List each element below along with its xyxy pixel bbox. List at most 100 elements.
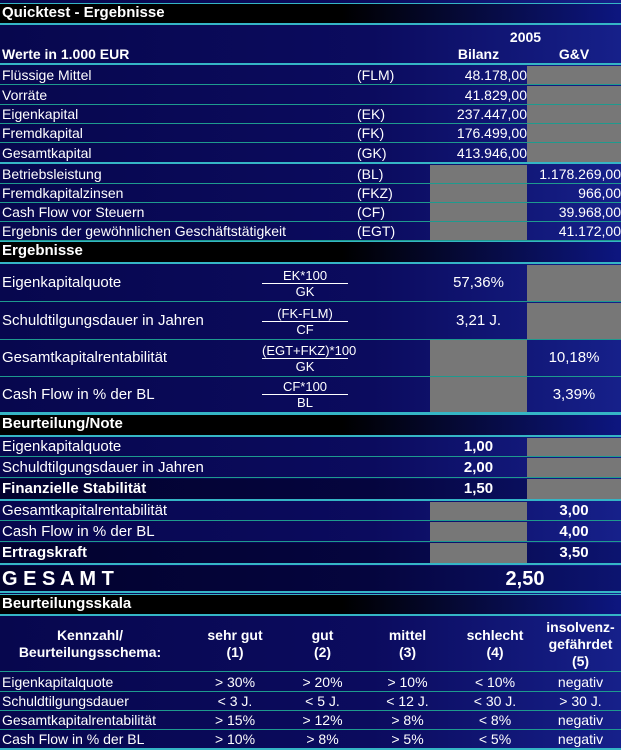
bilanz-cell-empty bbox=[430, 203, 527, 221]
row-label: Schuldtilgungsdauer in Jahren bbox=[2, 458, 204, 476]
input-row: Cash Flow vor Steuern (CF) 39.968,00 bbox=[0, 203, 621, 222]
guv-header: G&V bbox=[558, 46, 590, 62]
row-abbr: (CF) bbox=[357, 204, 385, 220]
guv-cell-empty bbox=[527, 303, 621, 339]
guv-cell-empty bbox=[527, 86, 621, 104]
row-abbr: (BL) bbox=[357, 166, 384, 182]
skala-cell: > 20% bbox=[302, 674, 343, 690]
row-abbr: (EK) bbox=[357, 106, 385, 122]
row-label: Gesamtkapitalrentabilität bbox=[2, 712, 157, 728]
row-label: Gesamtkapitalrentabilität bbox=[2, 349, 168, 366]
bilanz-value[interactable]: 237.447,00 bbox=[456, 106, 527, 122]
guv-value[interactable]: 41.172,00 bbox=[558, 223, 621, 239]
row-abbr: (FK) bbox=[357, 125, 385, 141]
input-row: Fremdkapital (FK) 176.499,00 bbox=[0, 124, 621, 143]
formula-numerator: (EGT+FKZ)*100 bbox=[262, 342, 357, 359]
skala-header-4: schlecht (4) bbox=[466, 627, 524, 660]
bilanz-header: Bilanz bbox=[457, 46, 500, 62]
row-abbr: (GK) bbox=[357, 144, 387, 161]
skala-cell: < 3 J. bbox=[217, 693, 253, 709]
bilanz-cell-empty bbox=[430, 543, 527, 563]
year-label: 2005 bbox=[509, 29, 542, 45]
formula: (EGT+FKZ)*100 GK bbox=[262, 340, 357, 376]
section-beurteilung: Beurteilung/Note bbox=[0, 414, 621, 437]
row-label: Schuldtilgungsdauer in Jahren bbox=[2, 312, 204, 329]
row-label: Flüssige Mittel bbox=[2, 67, 92, 83]
column-header: 2005 Werte in 1.000 EUR Bilanz G&V bbox=[0, 25, 621, 65]
grade-value: 3,50 bbox=[559, 544, 589, 561]
guv-value[interactable]: 966,00 bbox=[578, 185, 621, 201]
guv-value[interactable]: 1.178.269,00 bbox=[539, 166, 621, 182]
row-label: Betriebsleistung bbox=[2, 166, 102, 182]
row-label: Vorräte bbox=[2, 87, 48, 103]
guv-cell-empty bbox=[527, 479, 621, 499]
guv-cell-empty bbox=[527, 124, 621, 142]
bilanz-value[interactable]: 41.829,00 bbox=[464, 87, 527, 103]
input-row: Flüssige Mittel (FLM) 48.178,00 bbox=[0, 66, 621, 85]
skala-header-5: insolvenz-gefährdet (5) bbox=[546, 618, 615, 669]
bilanz-cell-empty bbox=[430, 502, 527, 520]
row-label: Fremdkapitalzinsen bbox=[2, 185, 124, 201]
bilanz-value: 57,36% bbox=[453, 274, 504, 291]
grade-row: Gesamtkapitalrentabilität 3,00 bbox=[0, 502, 621, 521]
guv-cell-empty bbox=[527, 66, 621, 84]
row-label: Eigenkapitalquote bbox=[2, 438, 122, 455]
guv-cell-empty bbox=[527, 458, 621, 477]
formula-denominator: GK bbox=[295, 283, 315, 299]
skala-cell: > 8% bbox=[391, 712, 424, 728]
formula-numerator: EK*100 bbox=[262, 268, 348, 284]
skala-cell: > 30 J. bbox=[559, 693, 602, 709]
bilanz-value[interactable]: 48.178,00 bbox=[464, 67, 527, 83]
skala-cell: > 10% bbox=[214, 731, 256, 747]
formula-denominator: CF bbox=[296, 321, 314, 337]
ratio-row: Cash Flow in % der BL CF*100 BL 3,39% bbox=[0, 377, 621, 414]
bilanz-cell-empty bbox=[430, 522, 527, 541]
guv-cell-empty bbox=[527, 438, 621, 456]
row-label: Cash Flow in % der BL bbox=[2, 731, 145, 747]
guv-cell-empty bbox=[527, 105, 621, 123]
input-row: Betriebsleistung (BL) 1.178.269,00 bbox=[0, 165, 621, 184]
bilanz-cell-empty bbox=[430, 340, 527, 376]
guv-value: 10,18% bbox=[548, 349, 600, 366]
ratio-row: Gesamtkapitalrentabilität (EGT+FKZ)*100 GK… bbox=[0, 340, 621, 377]
formula: (FK-FLM) CF bbox=[262, 303, 348, 339]
guv-value: 3,39% bbox=[552, 385, 596, 403]
input-row: Vorräte 41.829,00 bbox=[0, 86, 621, 105]
section-ergebnisse: Ergebnisse bbox=[0, 241, 621, 264]
formula: EK*100 GK bbox=[262, 265, 348, 301]
gesamt-row: G E S A M T 2,50 bbox=[0, 566, 621, 593]
subtotal-row: Finanzielle Stabilität 1,50 bbox=[0, 479, 621, 501]
grade-row: Schuldtilgungsdauer in Jahren 2,00 bbox=[0, 458, 621, 478]
skala-row: Schuldtilgungsdauer < 3 J. < 5 J. < 12 J. < … bbox=[0, 692, 621, 711]
formula-denominator: BL bbox=[297, 395, 313, 410]
ratio-row: Eigenkapitalquote EK*100 GK 57,36% bbox=[0, 265, 621, 302]
formula: CF*100 BL bbox=[262, 377, 348, 412]
bilanz-cell-empty bbox=[430, 222, 527, 240]
row-label: Eigenkapital bbox=[2, 106, 79, 122]
page-title: Quicktest - Ergebnisse bbox=[0, 3, 621, 25]
skala-cell: < 5 J. bbox=[305, 693, 340, 709]
gesamt-value: 2,50 bbox=[505, 567, 545, 590]
grade-value: 2,00 bbox=[463, 458, 494, 476]
input-row: Gesamtkapital (GK) 413.946,00 bbox=[0, 143, 621, 164]
skala-row: Eigenkapitalquote > 30% > 20% > 10% < 10% neg… bbox=[0, 673, 621, 692]
skala-header-3: mittel (3) bbox=[388, 627, 427, 660]
bilanz-value[interactable]: 176.499,00 bbox=[456, 125, 527, 141]
skala-header-1: sehr gut (1) bbox=[207, 627, 263, 660]
skala-header-kennzahl: Kennzahl/ Beurteilungsschema: bbox=[18, 627, 162, 660]
guv-cell-empty bbox=[527, 143, 621, 162]
guv-value[interactable]: 39.968,00 bbox=[558, 204, 621, 220]
row-label: Cash Flow in % der BL bbox=[2, 385, 155, 403]
guv-cell-empty bbox=[527, 265, 621, 301]
skala-cell: > 12% bbox=[302, 712, 343, 728]
row-label: Eigenkapitalquote bbox=[2, 674, 114, 690]
row-label: Ertragskraft bbox=[2, 544, 88, 561]
grade-row: Cash Flow in % der BL 4,00 bbox=[0, 522, 621, 542]
row-label: Schuldtilgungsdauer bbox=[2, 693, 129, 709]
bilanz-value: 3,21 J. bbox=[455, 312, 502, 329]
bilanz-value[interactable]: 413.946,00 bbox=[456, 144, 527, 161]
input-row: Ergebnis der gewöhnlichen Geschäftstätig… bbox=[0, 222, 621, 241]
grade-value: 3,00 bbox=[559, 502, 589, 519]
skala-row: Gesamtkapitalrentabilität > 15% > 12% > 8% <… bbox=[0, 711, 621, 730]
gesamt-label: G E S A M T bbox=[2, 567, 114, 590]
